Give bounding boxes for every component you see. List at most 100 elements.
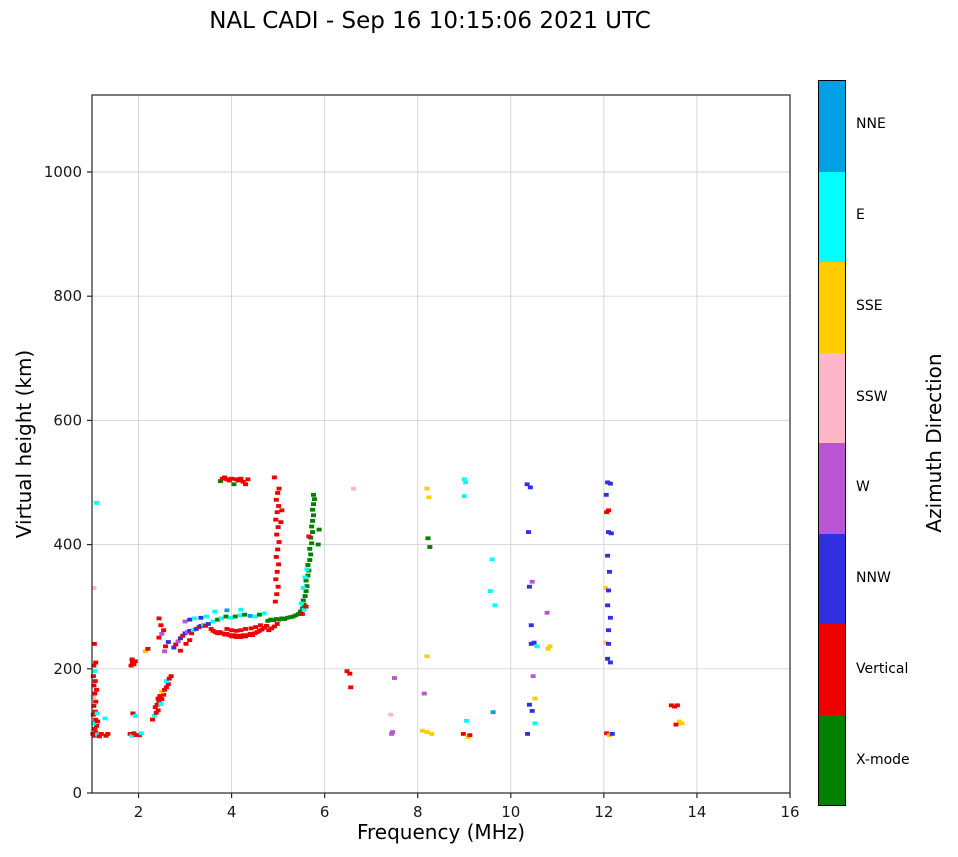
data-point xyxy=(210,619,216,624)
data-point xyxy=(284,615,290,620)
data-point xyxy=(163,685,169,690)
data-point xyxy=(132,659,138,664)
data-point xyxy=(247,614,253,618)
data-point xyxy=(464,718,470,723)
data-point xyxy=(303,578,309,583)
data-point xyxy=(526,702,532,707)
colorbar-segment-x-mode xyxy=(819,714,845,805)
data-point xyxy=(94,687,100,692)
colorbar-segment-vertical xyxy=(819,624,845,715)
data-point xyxy=(92,679,98,684)
data-point xyxy=(138,731,144,736)
data-point xyxy=(606,628,612,633)
data-point xyxy=(261,611,267,616)
y-tick-label: 800 xyxy=(53,287,82,305)
data-point xyxy=(490,710,496,715)
x-axis-label: Frequency (MHz) xyxy=(356,820,526,844)
data-point xyxy=(270,618,276,623)
data-point xyxy=(311,497,317,502)
y-axis-label: Virtual height (km) xyxy=(12,349,36,539)
colorbar-segment-label: SSW xyxy=(856,388,888,405)
data-point xyxy=(159,689,165,694)
data-point xyxy=(606,569,612,574)
data-point xyxy=(157,694,163,698)
data-point xyxy=(492,603,498,608)
data-point xyxy=(96,734,102,739)
data-point xyxy=(429,732,435,736)
data-point xyxy=(276,562,282,567)
data-point xyxy=(187,638,193,643)
data-point xyxy=(310,530,316,534)
colorbar-segment-ssw xyxy=(819,352,845,443)
data-point xyxy=(275,525,281,530)
data-point xyxy=(425,536,431,541)
colorbar-segment-w xyxy=(819,443,845,534)
data-point xyxy=(257,623,263,628)
data-point xyxy=(275,547,281,552)
data-point xyxy=(419,728,425,733)
data-point xyxy=(351,486,357,491)
data-point xyxy=(528,623,534,628)
data-point xyxy=(307,546,313,551)
data-point xyxy=(177,648,183,653)
data-point xyxy=(158,702,164,706)
data-point xyxy=(391,676,397,680)
data-point xyxy=(679,721,685,726)
data-point xyxy=(156,635,162,640)
data-point xyxy=(232,614,238,619)
data-point xyxy=(161,628,167,633)
data-point xyxy=(212,609,218,614)
data-point xyxy=(224,608,230,613)
data-point xyxy=(426,495,432,500)
data-point xyxy=(151,713,157,718)
data-point xyxy=(238,628,244,633)
data-point xyxy=(279,616,285,621)
data-point xyxy=(198,615,204,620)
data-point xyxy=(525,732,531,736)
data-point xyxy=(606,530,612,534)
data-point xyxy=(297,609,303,614)
data-point xyxy=(238,476,244,481)
data-point xyxy=(309,541,315,546)
data-point xyxy=(231,482,237,487)
data-point xyxy=(604,731,610,736)
data-point xyxy=(92,727,98,731)
data-point xyxy=(132,713,138,718)
chart-title: NAL CADI - Sep 16 10:15:06 2021 UTC xyxy=(209,8,651,34)
colorbar-segment-nne xyxy=(819,81,845,172)
data-point xyxy=(460,732,466,736)
y-tick-label: 200 xyxy=(53,660,82,678)
data-point xyxy=(527,485,533,490)
data-point xyxy=(90,674,96,679)
data-point xyxy=(487,589,493,593)
data-point xyxy=(143,649,149,654)
data-point xyxy=(525,530,531,534)
data-point xyxy=(129,657,135,662)
data-point xyxy=(264,623,269,628)
data-point xyxy=(155,708,161,713)
data-point xyxy=(608,531,614,536)
data-point xyxy=(609,732,615,736)
data-point xyxy=(310,519,316,523)
data-point xyxy=(605,603,611,608)
data-point xyxy=(315,542,321,547)
data-point xyxy=(269,626,275,631)
data-point xyxy=(205,622,211,626)
colorbar-segment-label: W xyxy=(856,479,870,496)
data-point xyxy=(183,641,189,646)
data-point xyxy=(310,507,316,512)
data-point xyxy=(388,712,394,717)
data-point xyxy=(310,492,316,497)
data-point xyxy=(243,627,249,631)
data-point xyxy=(344,669,350,674)
data-point xyxy=(298,601,304,606)
data-point xyxy=(604,510,610,515)
data-point xyxy=(606,733,612,738)
y-tick-label: 600 xyxy=(53,411,82,429)
colorbar-segment-label: NNW xyxy=(856,570,891,587)
data-point xyxy=(275,584,281,589)
data-point xyxy=(306,534,312,539)
colorbar-segment-label: E xyxy=(856,207,865,224)
data-point xyxy=(187,628,193,633)
